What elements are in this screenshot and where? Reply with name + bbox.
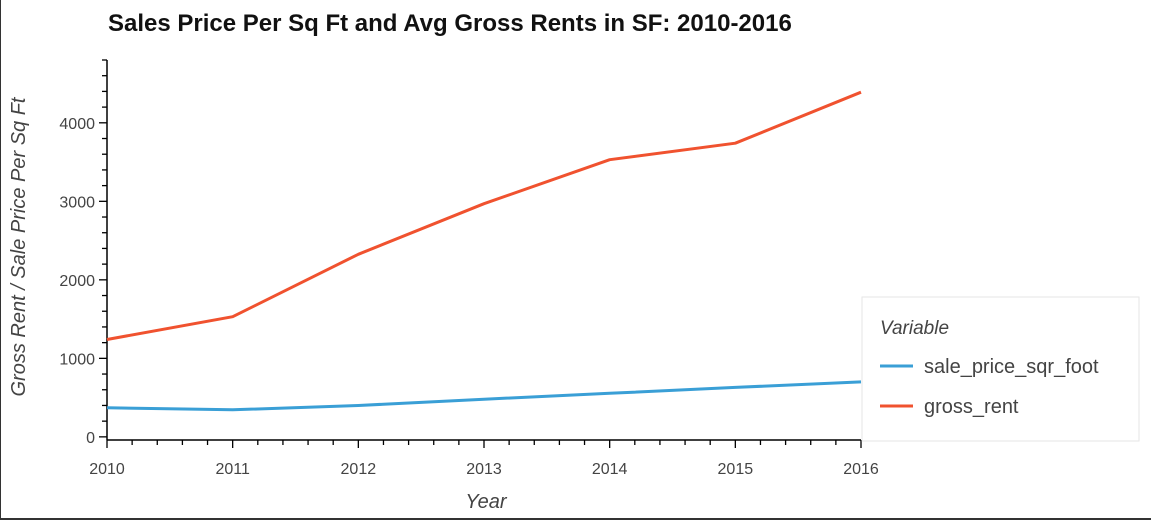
y-tick-label: 2000 [59,273,95,290]
chart-title: Sales Price Per Sq Ft and Avg Gross Rent… [108,10,792,37]
y-axis-label: Gross Rent / Sale Price Per Sq Ft [8,96,30,396]
series-line-sale_price_sqr_foot [106,380,862,412]
legend-label-gross_rent: gross_rent [924,396,1019,418]
x-tick-label: 2014 [592,461,628,478]
y-tick-label: 3000 [59,194,95,211]
x-tick-label: 2016 [843,461,879,478]
x-axis: 2010 2011 2012 2013 2014 2015 2016 [89,439,879,478]
x-tick-label: 2011 [215,461,250,478]
y-tick-label: 1000 [59,351,95,368]
y-axis: 0 1000 2000 3000 4000 [59,59,108,447]
x-tick-label: 2012 [341,461,377,478]
x-axis-label: Year [465,491,507,513]
x-tick-label: 2013 [466,461,502,478]
legend-title: Variable [880,318,949,339]
y-tick-label: 0 [86,430,95,447]
x-tick-label: 2015 [718,461,754,478]
series-line-gross_rent [106,90,862,341]
x-tick-label: 2010 [89,461,125,478]
series-lines [106,90,862,412]
legend-label-sale_price_sqr_foot: sale_price_sqr_foot [924,356,1099,378]
legend: Variable sale_price_sqr_foot gross_rent [861,296,1140,442]
legend-box [861,296,1140,442]
y-tick-label: 4000 [59,116,95,133]
